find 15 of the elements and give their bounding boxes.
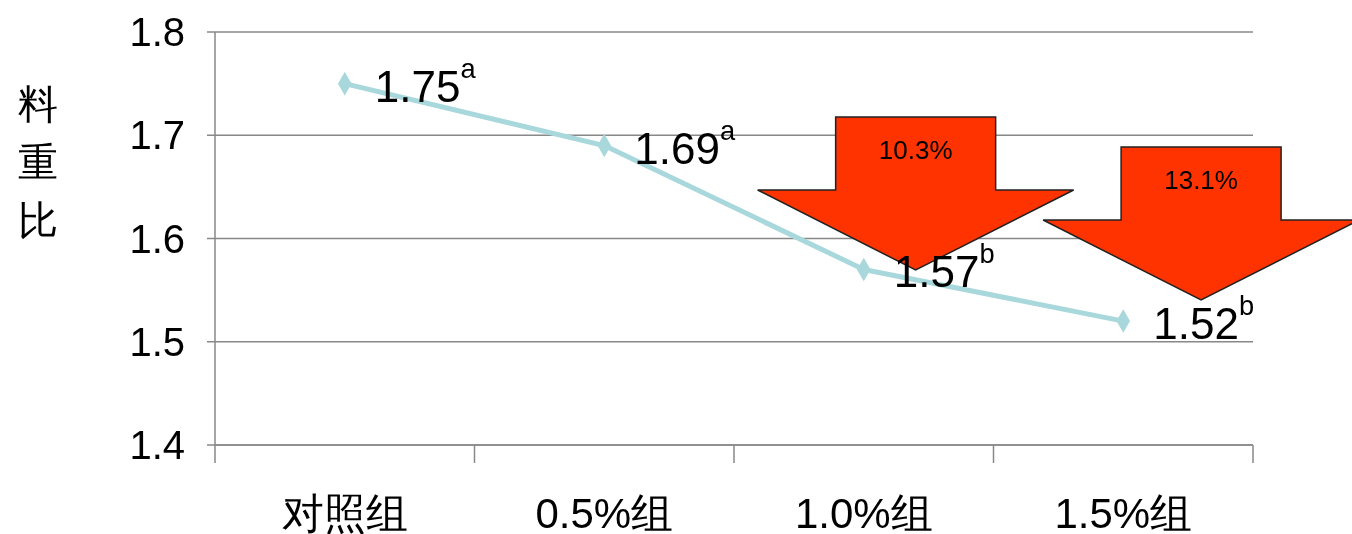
annotation: 10.3%: [878, 135, 953, 166]
data-label: 1.57$^{b}$: [893, 238, 995, 297]
x-tick-label: 1.0%组: [794, 490, 933, 534]
y-tick-label: 1.5: [129, 319, 185, 364]
x-tick-label: 1.5%组: [1054, 490, 1193, 534]
x-tick-label: 0.5%组: [535, 490, 674, 534]
data-label: 1.52$^{b}$: [1153, 289, 1255, 349]
y-tick-label: 1.7: [129, 113, 185, 158]
data-label: 1.69$^{a}$: [634, 114, 736, 173]
y-axis-title: 料重比: [18, 82, 58, 242]
y-tick-label: 1.8: [129, 10, 185, 54]
annotation: 13.1%: [1164, 165, 1238, 196]
y-tick-label: 1.6: [129, 216, 185, 261]
y-tick-label: 1.4: [129, 423, 185, 467]
data-label: 1.75$^{a}$: [374, 52, 477, 111]
